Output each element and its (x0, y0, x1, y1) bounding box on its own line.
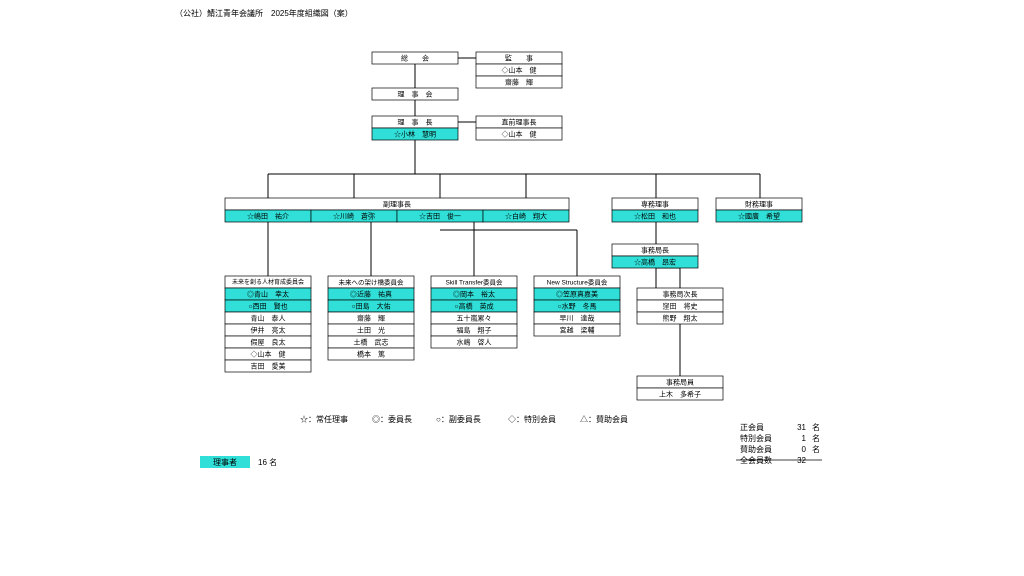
cell-label: 専務理事 (641, 199, 669, 208)
cell-label: 財務理事 (745, 199, 773, 208)
count-value: 32 (797, 456, 806, 465)
cell-label: 事務局長 (641, 245, 669, 254)
cell-label: 理 事 長 (398, 117, 433, 126)
count-label: 特別会員 (740, 433, 772, 443)
cell-label: 假屋 良太 (251, 337, 286, 346)
cell-label: ☆吉田 俊一 (419, 211, 461, 220)
cell-label: Skill Transfer委員会 (445, 277, 503, 286)
rijisha-label: 理事者 (213, 457, 237, 467)
cell-label: 熊野 翔太 (663, 313, 698, 322)
cell-label: 窪田 将史 (663, 301, 698, 310)
cell-label: ◎岡本 裕太 (453, 289, 495, 298)
cell-label: ☆松田 和也 (634, 211, 676, 220)
rijisha-count: 16 名 (258, 457, 277, 467)
cell-label: 事務局次長 (663, 289, 698, 298)
cell-label: 早川 達哉 (560, 313, 595, 322)
cell-label: ○田島 大佑 (351, 301, 390, 310)
cell-label: 上木 多希子 (659, 389, 701, 398)
cell-label: 直前理事長 (502, 117, 537, 126)
cell-label: ☆小林 慧明 (394, 129, 436, 138)
cell-label: 橋本 篤 (357, 349, 385, 358)
cell-label: 福島 翔子 (457, 325, 492, 334)
title: （公社）鯖江青年会議所 2025年度組織図（案） (175, 8, 353, 18)
legend-item: ○：副委員長 (436, 414, 481, 424)
legend-item: ☆：常任理事 (300, 414, 348, 424)
cell-label: ◇山本 健 (251, 349, 286, 358)
count-value: 1 (802, 434, 807, 443)
cell-label: 未来への架け橋委員会 (339, 277, 405, 286)
cell-label: 齋藤 輝 (505, 77, 533, 86)
cell-label: 五十嵐累々 (457, 313, 492, 322)
count-value: 31 (797, 423, 806, 432)
cell-label: 総 会 (401, 53, 429, 62)
cell-label: 吉田 愛美 (251, 361, 286, 370)
cell-label: ◇山本 健 (502, 65, 537, 74)
cell-label: ◎笠原真嘉美 (556, 289, 598, 298)
legend-item: ◎：委員長 (372, 414, 412, 424)
org-chart: （公社）鯖江青年会議所 2025年度組織図（案）総 会監 事◇山本 健齋藤 輝理… (0, 0, 1024, 576)
count-unit: 名 (812, 433, 820, 443)
cell-label: ☆川崎 蒼弥 (333, 211, 375, 220)
cell-label: ○西田 賢也 (248, 301, 287, 310)
cell-label: ◎青山 幸太 (247, 289, 289, 298)
count-label: 正会員 (740, 422, 764, 432)
cell-label: 副理事長 (383, 199, 411, 208)
cell-label: ○高橋 英成 (454, 301, 493, 310)
cell-label: 理 事 会 (398, 89, 433, 98)
legend-item: △：賛助会員 (580, 414, 628, 424)
count-unit: 名 (812, 444, 820, 454)
count-value: 0 (802, 445, 807, 454)
count-label: 賛助会員 (740, 444, 772, 454)
cell-label: 事務局員 (666, 377, 694, 386)
cell-label: 土田 光 (357, 325, 385, 334)
cell-label: 伊井 亮太 (251, 325, 286, 334)
cell-label: ☆國廣 希望 (738, 211, 780, 220)
count-unit: 名 (812, 422, 820, 432)
cell-label: ☆嶋田 祐介 (247, 211, 289, 220)
cell-label: 青山 泰人 (251, 313, 286, 322)
cell-label: ○水野 冬馬 (557, 301, 596, 310)
cell-label: 水嶋 啓人 (457, 337, 492, 346)
cell-label: 監 事 (505, 53, 533, 62)
cell-label: 未来を創る人材育成委員会 (232, 278, 304, 286)
cell-label: New Structure委員会 (547, 277, 608, 286)
legend-item: ◇：特別会員 (508, 414, 556, 424)
cell-label: ☆白崎 翔大 (505, 211, 547, 220)
cell-label: 齋藤 輝 (357, 313, 385, 322)
cell-label: ◎近藤 祐真 (350, 289, 392, 298)
cell-label: ☆高橋 昂宏 (634, 257, 676, 266)
cell-label: 土橋 武志 (354, 337, 389, 346)
cell-label: ◇山本 健 (502, 129, 537, 138)
cell-label: 宮越 梁輔 (560, 325, 595, 334)
